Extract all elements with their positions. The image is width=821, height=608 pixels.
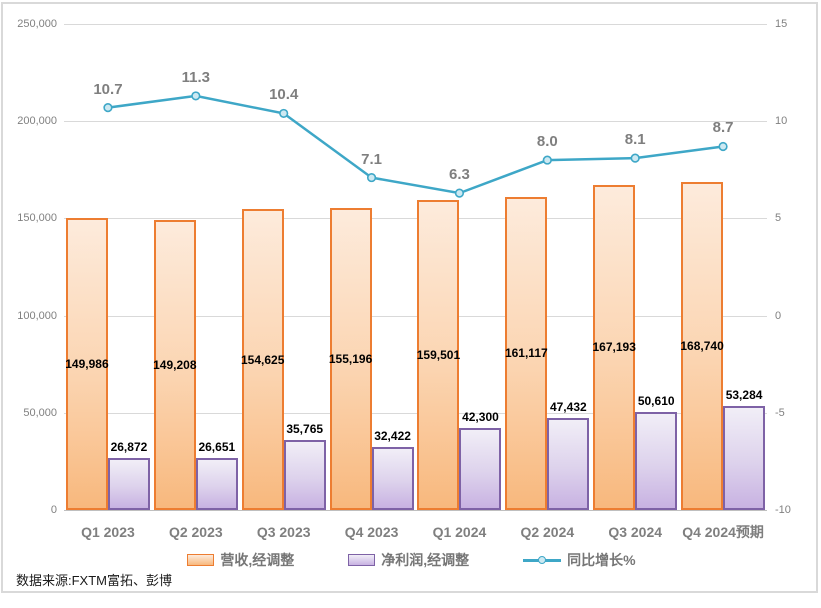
profit-bar-label: 47,432 (549, 399, 587, 414)
x-axis-category-label: Q3 2024 (608, 524, 663, 540)
revenue-bar-label: 154,625 (240, 352, 285, 367)
grid-line (64, 121, 767, 123)
revenue-bar-label: 149,208 (153, 357, 197, 372)
profit-bar-label: 42,300 (462, 409, 499, 424)
growth-line-marker (191, 91, 201, 101)
profit-bar-label: 32,422 (374, 428, 411, 443)
profit-bar-label: 26,872 (110, 439, 148, 454)
growth-point-label: 7.1 (361, 150, 382, 168)
profit-bar (723, 406, 766, 510)
profit-bar (283, 440, 326, 510)
grid-line (64, 510, 767, 511)
left-axis-tick: 50,000 (23, 406, 57, 419)
legend-label-profit: 净利润,经调整 (381, 552, 470, 568)
x-axis-category-label: Q3 2023 (256, 524, 311, 540)
growth-line-marker (542, 155, 552, 165)
grid-line (64, 412, 767, 414)
grid-line (64, 24, 767, 25)
growth-point-label: 11.3 (181, 68, 210, 86)
growth-point-label: 8.7 (712, 119, 734, 137)
revenue-bar (153, 219, 196, 510)
profit-bar (547, 417, 590, 510)
revenue-bar (329, 208, 372, 510)
legend-item-growth: 同比增长% (523, 550, 636, 570)
x-axis-category-label: Q2 2024 (520, 524, 575, 540)
grid-line (64, 218, 767, 220)
left-axis-tick: 150,000 (17, 212, 57, 225)
revenue-bar (681, 181, 724, 510)
legend-label-growth: 同比增长% (567, 552, 636, 568)
growth-point-label: 10.7 (93, 80, 123, 98)
growth-point-label: 10.4 (269, 86, 299, 104)
right-axis-tick: -10 (775, 504, 791, 516)
profit-bar-label: 50,610 (637, 393, 675, 408)
profit-bar (371, 446, 414, 510)
revenue-swatch-icon (187, 554, 215, 566)
source-note: 数据来源:FXTM富拓、彭博 (16, 573, 172, 588)
profit-swatch-icon (348, 554, 376, 566)
revenue-bar-label: 168,740 (680, 338, 724, 353)
growth-line-marker (718, 141, 728, 152)
profit-bar-label: 26,651 (198, 440, 236, 455)
x-axis-category-label: Q1 2024 (432, 524, 487, 540)
profit-bar-label: 53,284 (725, 388, 763, 403)
left-axis-tick: 250,000 (17, 18, 57, 30)
growth-line-marker (454, 188, 465, 198)
revenue-bar (65, 218, 108, 510)
revenue-bar (417, 199, 460, 510)
revenue-bar (505, 196, 548, 510)
profit-bar (107, 457, 150, 510)
legend-item-revenue: 营收,经调整 (187, 550, 294, 570)
grid-line (64, 315, 767, 317)
growth-line-marker (279, 108, 289, 119)
revenue-bar (593, 184, 636, 510)
profit-bar (635, 411, 678, 510)
legend-item-profit: 净利润,经调整 (348, 550, 469, 570)
profit-bar-label: 35,765 (286, 422, 324, 437)
growth-line-icon (523, 555, 562, 565)
revenue-bar-label: 161,117 (504, 346, 548, 361)
left-axis-tick: 100,000 (17, 309, 57, 322)
right-axis-tick: 15 (775, 18, 788, 30)
growth-point-label: 6.3 (449, 166, 470, 184)
right-axis-tick: -5 (775, 406, 785, 419)
right-axis-tick: 5 (775, 212, 782, 225)
chart-area: 0 -10 50,000 -5 100,000 0 150,000 5 200,000 10 250… (1, 2, 818, 593)
revenue-bar (241, 209, 284, 510)
left-axis-tick: 200,000 (17, 115, 57, 128)
revenue-bar-label: 159,501 (416, 347, 461, 362)
revenue-bar-label: 155,196 (328, 352, 373, 367)
profit-bar (195, 458, 238, 510)
revenue-bar-label: 167,193 (592, 340, 636, 355)
growth-line-marker (630, 153, 640, 163)
growth-line-marker (366, 172, 377, 183)
x-axis-category-label: Q4 2024预期 (682, 524, 764, 540)
left-axis-tick: 0 (50, 504, 57, 516)
revenue-bar-label: 149,986 (65, 357, 109, 372)
x-axis-category-label: Q1 2023 (81, 524, 135, 540)
legend-label-revenue: 营收,经调整 (220, 552, 295, 568)
x-axis-category-label: Q2 2023 (168, 524, 223, 540)
growth-line-marker (103, 102, 113, 113)
profit-bar (459, 427, 502, 510)
growth-point-label: 8.1 (624, 131, 646, 149)
legend: 营收,经调整 净利润,经调整 同比增长% (3, 550, 820, 570)
right-axis-tick: 0 (775, 309, 782, 322)
right-axis-tick: 10 (775, 115, 788, 128)
growth-point-label: 8.0 (536, 133, 558, 151)
x-axis-category-label: Q4 2023 (344, 524, 399, 540)
